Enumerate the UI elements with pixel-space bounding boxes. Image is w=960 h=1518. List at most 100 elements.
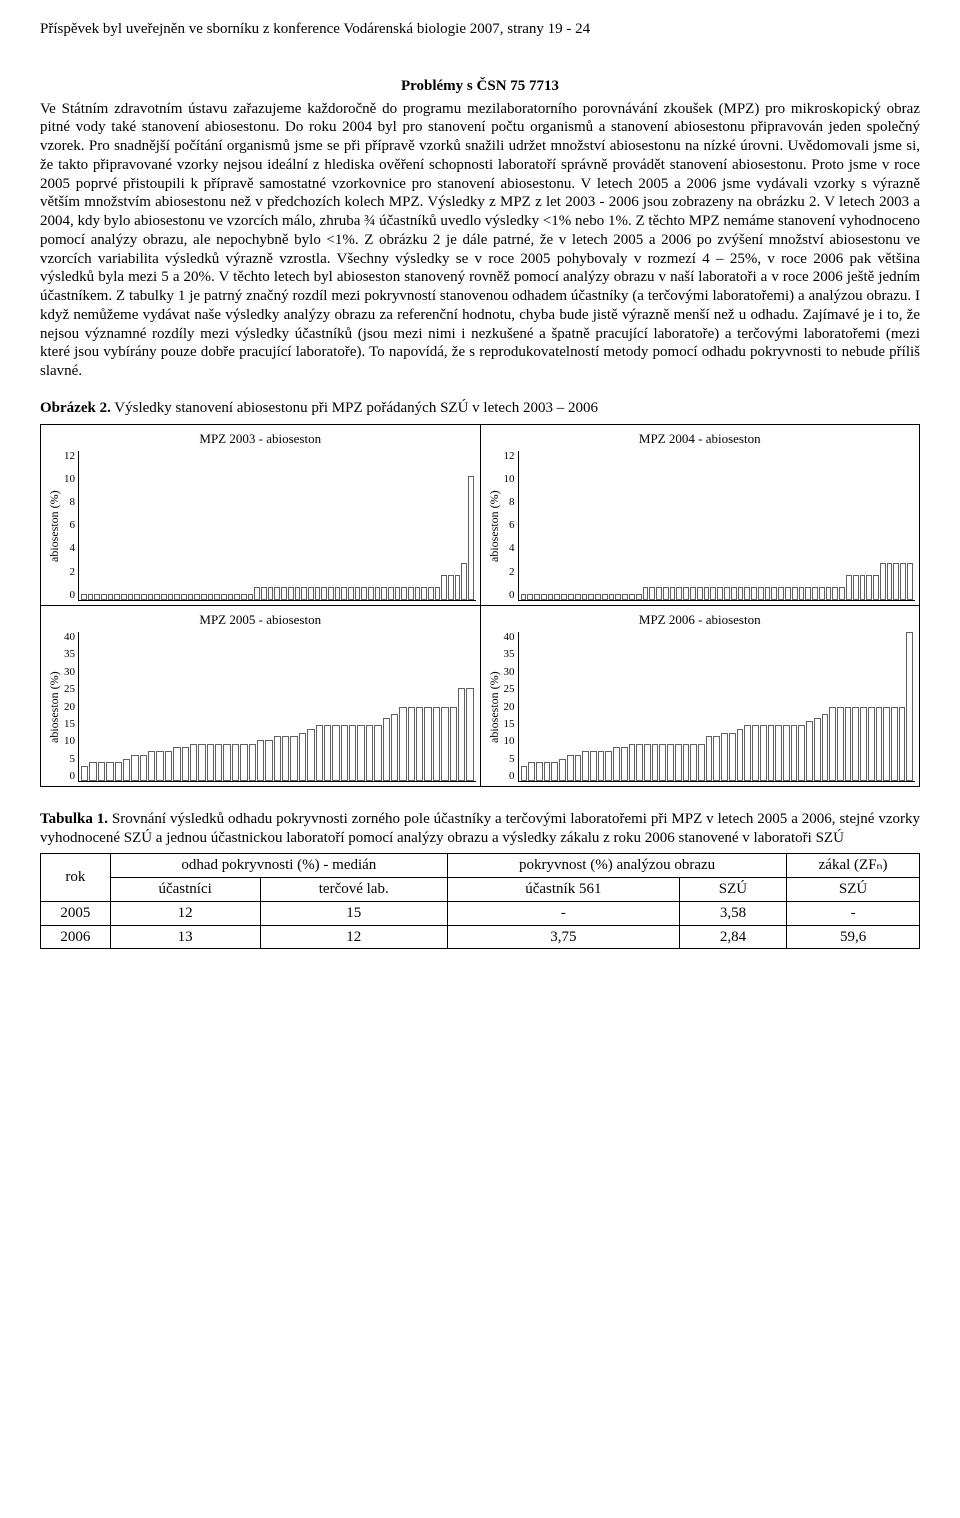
chart-area: abioseston (%)0510152025303540 <box>485 632 916 782</box>
bar <box>435 587 441 599</box>
bar <box>81 594 87 600</box>
chart-title: MPZ 2004 - abioseston <box>485 431 916 447</box>
bar <box>123 759 130 781</box>
bar <box>301 587 307 599</box>
bar <box>528 762 535 781</box>
bar <box>415 587 421 599</box>
bar <box>381 587 387 599</box>
bar <box>697 587 703 599</box>
bar <box>468 476 474 600</box>
figure2-caption-label: Obrázek 2. <box>40 400 111 416</box>
bar <box>188 594 194 600</box>
th-rok: rok <box>41 854 111 902</box>
bar <box>752 725 759 781</box>
bar <box>866 575 872 600</box>
bar <box>900 563 906 600</box>
bar <box>609 594 615 600</box>
bar <box>629 594 635 600</box>
bar <box>751 587 757 599</box>
bar <box>832 587 838 599</box>
bar <box>613 747 620 781</box>
bar <box>140 755 147 781</box>
bar <box>561 594 567 600</box>
bar <box>81 766 88 781</box>
bar <box>341 587 347 599</box>
th-szu-a: SZÚ <box>679 878 786 902</box>
bar <box>860 575 866 600</box>
bar <box>223 744 230 781</box>
y-tick: 4 <box>504 543 515 554</box>
bar <box>880 563 886 600</box>
bar <box>663 587 669 599</box>
bar <box>615 594 621 600</box>
bar <box>168 594 174 600</box>
bar <box>652 744 659 781</box>
bar <box>598 751 605 781</box>
bar <box>667 744 674 781</box>
y-tick: 20 <box>504 702 515 713</box>
bar <box>737 729 744 781</box>
chart-title: MPZ 2005 - abioseston <box>45 612 476 628</box>
bar <box>778 587 784 599</box>
figure2-caption: Obrázek 2. Výsledky stanovení abioseston… <box>40 399 920 418</box>
bar <box>868 707 875 782</box>
bar <box>590 751 597 781</box>
bar <box>388 587 394 599</box>
bar <box>299 733 306 781</box>
th-ucastnici: účastníci <box>110 878 260 902</box>
bar <box>190 744 197 781</box>
bar <box>852 707 859 782</box>
bar <box>214 594 220 600</box>
bar <box>401 587 407 599</box>
plot-area <box>78 451 476 601</box>
bar <box>148 594 154 600</box>
bar <box>450 707 457 782</box>
bar <box>208 594 214 600</box>
bar <box>899 707 906 782</box>
y-tick: 35 <box>64 649 75 660</box>
bar <box>257 740 264 781</box>
bar <box>288 587 294 599</box>
bar <box>785 587 791 599</box>
bar <box>805 587 811 599</box>
bar <box>248 594 254 600</box>
bar <box>374 725 381 781</box>
cell: 12 <box>260 925 447 949</box>
table1-caption-label: Tabulka 1. <box>40 811 108 827</box>
y-tick: 5 <box>504 754 515 765</box>
bar <box>315 587 321 599</box>
th-odhad: odhad pokryvnosti (%) - medián <box>110 854 447 878</box>
y-tick: 35 <box>504 649 515 660</box>
bar <box>228 594 234 600</box>
bar <box>282 736 289 781</box>
bar <box>738 587 744 599</box>
bar <box>198 744 205 781</box>
bar <box>721 733 728 781</box>
bar <box>575 594 581 600</box>
bar <box>907 563 913 600</box>
chart-title: MPZ 2006 - abioseston <box>485 612 916 628</box>
bar <box>274 587 280 599</box>
y-tick: 0 <box>64 771 75 782</box>
bar <box>883 707 890 782</box>
th-analyza: pokryvnost (%) analýzou obrazu <box>447 854 786 878</box>
section-title: Problémy s ČSN 75 7713 <box>40 77 920 96</box>
bar <box>744 587 750 599</box>
bar <box>441 575 447 600</box>
chart-area: abioseston (%)024681012 <box>45 451 476 601</box>
th-zakal: zákal (ZFₙ) <box>787 854 920 878</box>
bar <box>101 594 107 600</box>
bar <box>698 744 705 781</box>
y-tick: 20 <box>64 702 75 713</box>
bar <box>201 594 207 600</box>
bar <box>399 707 406 782</box>
table-row: 2006 13 12 3,75 2,84 59,6 <box>41 925 920 949</box>
bar <box>568 594 574 600</box>
bar <box>141 594 147 600</box>
bar <box>194 594 200 600</box>
bar <box>768 725 775 781</box>
bar <box>174 594 180 600</box>
y-tick: 10 <box>64 736 75 747</box>
bar <box>357 725 364 781</box>
bar <box>441 707 448 782</box>
